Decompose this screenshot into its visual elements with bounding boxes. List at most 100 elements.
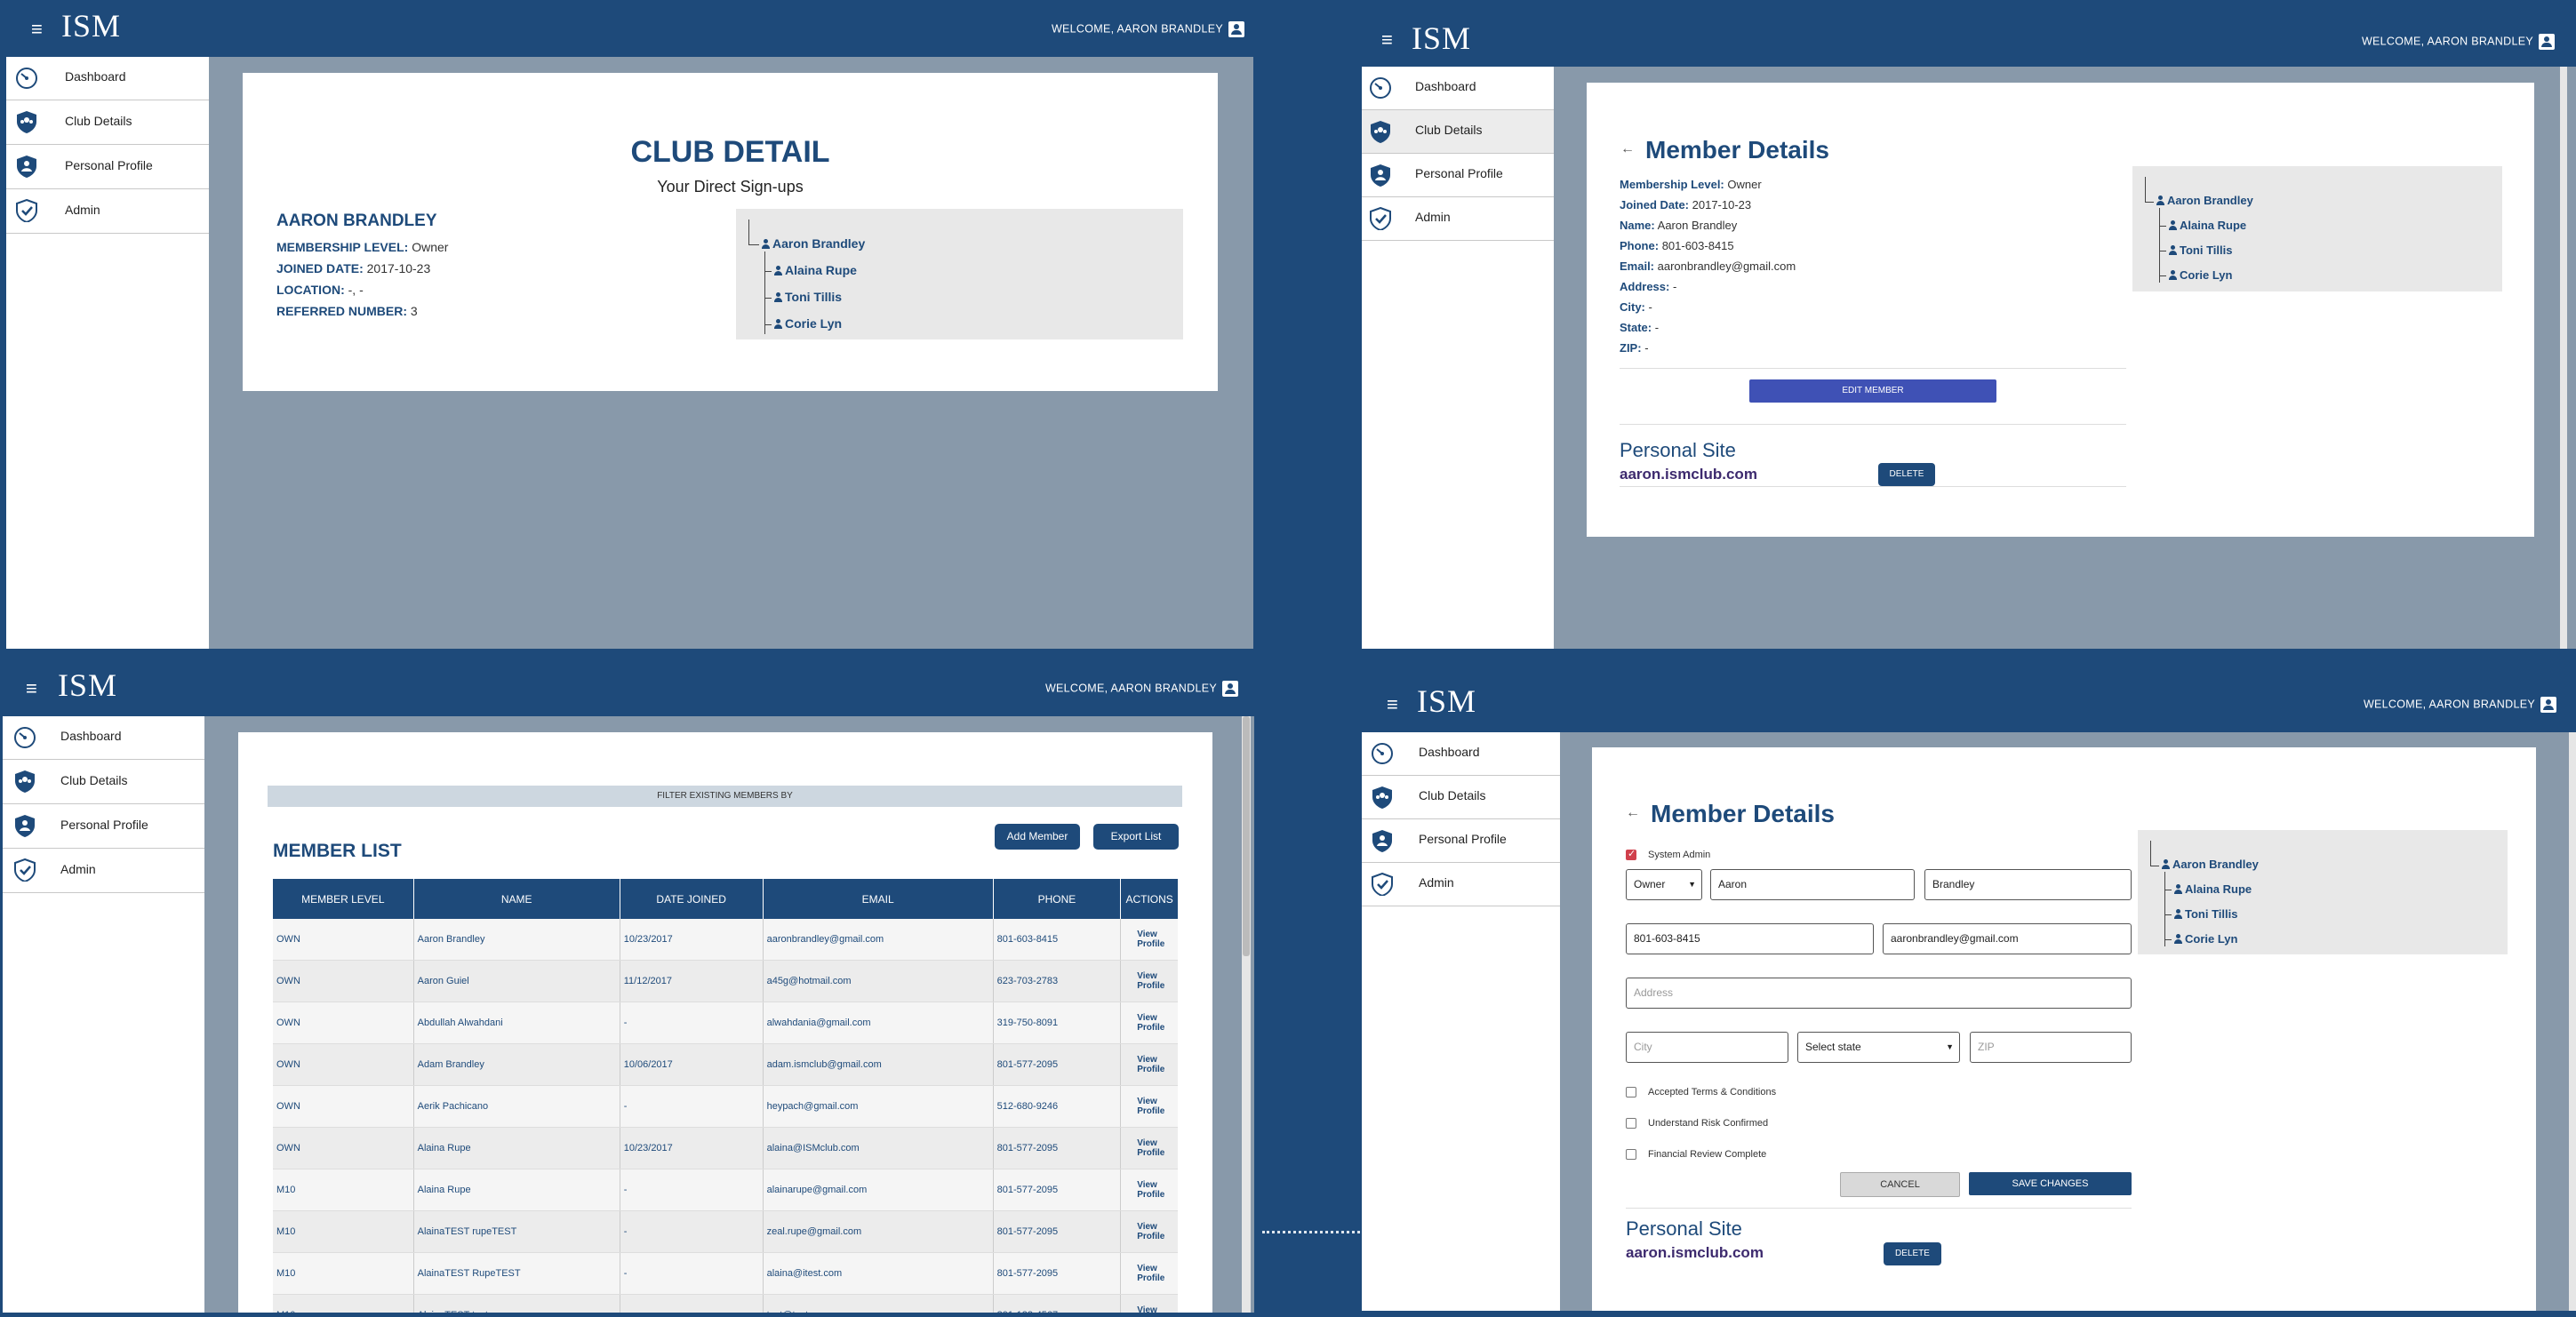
save-changes-button[interactable]: SAVE CHANGES [1969,1172,2132,1195]
add-member-button[interactable]: Add Member [995,824,1080,850]
tree-child[interactable]: Corie Lyn [2173,932,2237,946]
sidebar-item-admin[interactable]: Admin [1362,197,1554,241]
system-admin-checkbox[interactable] [1626,848,1636,860]
view-profile-link[interactable]: View Profile [1120,919,1178,961]
cell-email: aaronbrandley@gmail.com [763,919,994,961]
personal-site-link[interactable]: aaron.ismclub.com [1620,466,1757,483]
filter-bar[interactable]: FILTER EXISTING MEMBERS BY [268,786,1182,807]
sidebar-item-club-details[interactable]: Club Details [3,760,204,804]
account-icon[interactable] [2540,697,2556,713]
zip-input[interactable]: ZIP [1970,1032,2132,1063]
scrollbar[interactable] [2569,732,2576,1311]
menu-icon[interactable]: ≡ [1381,28,1393,51]
member-details-card: ← Member Details Membership Level: Owner… [1587,83,2534,537]
ism-logo[interactable]: ISM [1412,20,1472,56]
ism-logo[interactable]: ISM [61,8,122,44]
tree-child[interactable]: Corie Lyn [773,316,842,331]
last-name-input[interactable]: Brandley [1924,869,2132,900]
delete-site-button[interactable]: DELETE [1884,1242,1941,1265]
account-icon[interactable] [1222,681,1238,697]
system-admin-label: System Admin [1648,850,1711,860]
sidebar-item-dashboard[interactable]: Dashboard [3,716,204,760]
terms-checkbox[interactable] [1626,1087,1636,1098]
person-icon [773,266,782,275]
view-profile-link[interactable]: View Profile [1120,1294,1178,1313]
personal-site-heading: Personal Site [1620,439,1736,461]
cell-date-joined: - [620,1169,764,1211]
risk-checkbox[interactable] [1626,1118,1636,1129]
email-input[interactable]: aaronbrandley@gmail.com [1883,923,2132,954]
col-email[interactable]: EMAIL [763,879,994,919]
menu-icon[interactable]: ≡ [1387,693,1398,715]
sidebar-item-club-details[interactable]: Club Details [6,100,209,145]
member-details-window: ≡ ISM WELCOME, AARON BRANDLEY Dashboard … [1362,0,2576,649]
tree-child[interactable]: Corie Lyn [2168,268,2232,282]
view-profile-link[interactable]: View Profile [1120,1002,1178,1044]
city-input[interactable]: City [1626,1032,1788,1063]
person-icon [2168,245,2177,255]
view-profile-link[interactable]: View Profile [1120,1127,1178,1169]
phone-input[interactable]: 801-603-8415 [1626,923,1874,954]
col-name[interactable]: NAME [413,879,620,919]
sidebar-item-personal-profile[interactable]: Personal Profile [1362,154,1554,197]
sidebar-item-admin[interactable]: Admin [3,849,204,893]
tree-root[interactable]: Aaron Brandley [2156,194,2253,207]
scrollbar[interactable] [1242,716,1251,1313]
delete-site-button[interactable]: DELETE [1878,463,1935,486]
sidebar-item-club-details[interactable]: Club Details [1362,110,1554,154]
view-profile-link[interactable]: View Profile [1120,960,1178,1002]
personal-site-link[interactable]: aaron.ismclub.com [1626,1244,1764,1261]
view-profile-link[interactable]: View Profile [1120,1169,1178,1211]
cancel-button[interactable]: CANCEL [1840,1172,1960,1197]
first-name-input[interactable]: Aaron [1710,869,1915,900]
menu-icon[interactable]: ≡ [26,677,37,699]
sidebar-item-admin[interactable]: Admin [6,189,209,234]
membership-level-select[interactable]: Owner ▼ [1626,869,1702,900]
address-input[interactable]: Address [1626,978,2132,1009]
financial-review-label: Financial Review Complete [1648,1149,1767,1160]
tree-child[interactable]: Toni Tillis [773,290,842,304]
cell-date-joined: 11/12/2017 [620,960,764,1002]
account-icon[interactable] [1228,21,1244,37]
edit-member-button[interactable]: EDIT MEMBER [1749,379,1996,403]
tree-child[interactable]: Alaina Rupe [2173,882,2252,896]
cell-name: AlainaTEST rupeTEST [413,1210,620,1253]
ism-logo[interactable]: ISM [1417,683,1477,719]
state-select[interactable]: Select state ▼ [1797,1032,1960,1063]
col-phone[interactable]: PHONE [993,879,1122,919]
view-profile-link[interactable]: View Profile [1120,1085,1178,1128]
sidebar-item-dashboard[interactable]: Dashboard [1362,732,1560,776]
tree-child[interactable]: Toni Tillis [2168,243,2232,257]
sidebar-item-admin[interactable]: Admin [1362,863,1560,906]
back-arrow-icon[interactable]: ← [1626,805,1640,820]
cell-phone: 623-703-2783 [993,960,1122,1002]
tree-child[interactable]: Toni Tillis [2173,907,2237,921]
view-profile-link[interactable]: View Profile [1120,1043,1178,1086]
financial-review-checkbox[interactable] [1626,1149,1636,1160]
account-icon[interactable] [2539,34,2555,50]
field-phone: Phone: 801-603-8415 [1620,239,1734,252]
sidebar-item-club-details[interactable]: Club Details [1362,776,1560,819]
sidebar-item-personal-profile[interactable]: Personal Profile [3,804,204,849]
sidebar-item-dashboard[interactable]: Dashboard [1362,67,1554,110]
ism-logo[interactable]: ISM [58,667,118,703]
scrollbar[interactable] [2560,67,2567,649]
table-row: OWN Alaina Rupe 10/23/2017 alaina@ISMclub.c… [273,1127,1178,1169]
col-date-joined[interactable]: DATE JOINED [620,879,764,919]
tree-root[interactable]: Aaron Brandley [761,236,865,251]
sidebar-item-dashboard[interactable]: Dashboard [6,57,209,100]
tree-root[interactable]: Aaron Brandley [2161,858,2259,871]
person-icon [761,239,770,249]
menu-icon[interactable]: ≡ [31,18,43,40]
col-member-level[interactable]: MEMBER LEVEL [273,879,414,919]
cell-email: heypach@gmail.com [763,1085,994,1128]
back-arrow-icon[interactable]: ← [1620,141,1635,156]
tree-child[interactable]: Alaina Rupe [773,263,857,277]
scrollbar-thumb[interactable] [1243,716,1250,956]
export-list-button[interactable]: Export List [1093,824,1179,850]
view-profile-link[interactable]: View Profile [1120,1252,1178,1295]
sidebar-item-personal-profile[interactable]: Personal Profile [6,145,209,189]
tree-child[interactable]: Alaina Rupe [2168,219,2246,232]
sidebar-item-personal-profile[interactable]: Personal Profile [1362,819,1560,863]
view-profile-link[interactable]: View Profile [1120,1210,1178,1253]
